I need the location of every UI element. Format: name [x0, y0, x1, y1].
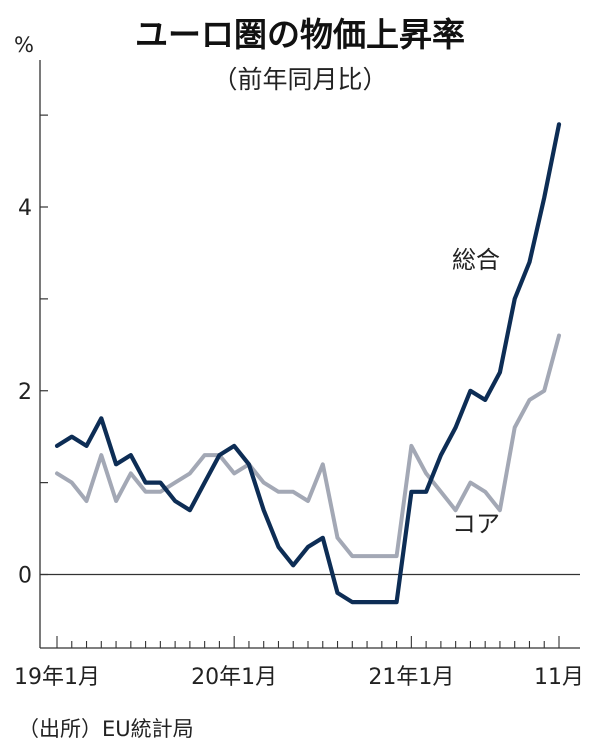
y-tick-label: 4 [18, 196, 32, 221]
series-line-core [55, 333, 561, 559]
x-tick-labels: 19年1月 20年1月 21年1月 11月 [14, 665, 584, 690]
x-tick-label: 20年1月 [191, 665, 277, 690]
series-lines [54, 122, 562, 605]
x-tick-label: 19年1月 [14, 665, 100, 690]
y-unit-label: % [14, 33, 34, 57]
y-tick-label: 2 [18, 380, 32, 405]
series-label-core: コア [452, 510, 500, 538]
source-note: （出所）EU統計局 [18, 717, 194, 741]
y-tick-labels: 0 2 4 [18, 196, 32, 589]
axes [39, 60, 580, 649]
y-tick-label: 0 [18, 564, 32, 589]
x-tick-label: 11月 [534, 665, 584, 690]
series-label-total: 総合 [452, 246, 500, 274]
series-line-total [54, 122, 562, 605]
x-tick-label: 21年1月 [368, 665, 454, 690]
chart-subtitle: （前年同月比） [212, 65, 387, 94]
chart-title: ユーロ圏の物価上昇率 [135, 15, 465, 54]
